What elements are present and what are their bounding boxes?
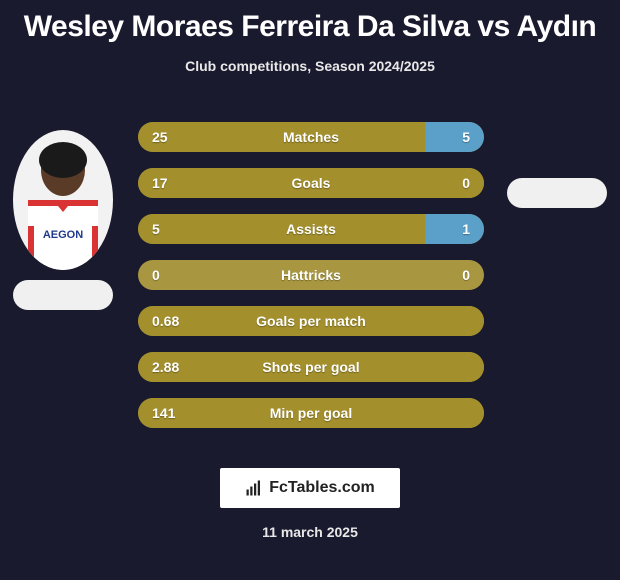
brand-text: FcTables.com	[269, 479, 375, 497]
brand-badge[interactable]: FcTables.com	[220, 468, 400, 508]
stat-label: Matches	[138, 129, 484, 145]
stat-row: 5Assists1	[138, 214, 484, 244]
stat-row: 17Goals0	[138, 168, 484, 198]
stat-row: 2.88Shots per goal	[138, 352, 484, 382]
stat-value-right: 0	[462, 267, 470, 283]
stat-label: Shots per goal	[138, 359, 484, 375]
stat-label: Goals	[138, 175, 484, 191]
player-right-team-badge	[507, 178, 607, 208]
stat-row: 25Matches5	[138, 122, 484, 152]
date-text: 11 march 2025	[262, 524, 358, 540]
stat-row: 0.68Goals per match	[138, 306, 484, 336]
footer: FcTables.com 11 march 2025	[0, 468, 620, 540]
player-left-photo-icon: AEGON	[13, 130, 113, 270]
svg-text:AEGON: AEGON	[43, 229, 83, 241]
player-left-avatar: AEGON	[13, 130, 113, 270]
page-title: Wesley Moraes Ferreira Da Silva vs Aydın	[0, 0, 620, 44]
stat-value-right: 0	[462, 175, 470, 191]
stats-container: 25Matches517Goals05Assists10Hattricks00.…	[138, 122, 484, 444]
player-left: AEGON	[8, 130, 118, 310]
subtitle: Club competitions, Season 2024/2025	[0, 58, 620, 74]
chart-icon	[245, 479, 263, 497]
player-left-team-badge	[13, 280, 113, 310]
player-right	[502, 120, 612, 208]
stat-label: Min per goal	[138, 405, 484, 421]
stat-label: Hattricks	[138, 267, 484, 283]
stat-value-right: 1	[462, 221, 470, 237]
stat-label: Assists	[138, 221, 484, 237]
stat-value-right: 5	[462, 129, 470, 145]
stat-row: 0Hattricks0	[138, 260, 484, 290]
stat-row: 141Min per goal	[138, 398, 484, 428]
stat-label: Goals per match	[138, 313, 484, 329]
